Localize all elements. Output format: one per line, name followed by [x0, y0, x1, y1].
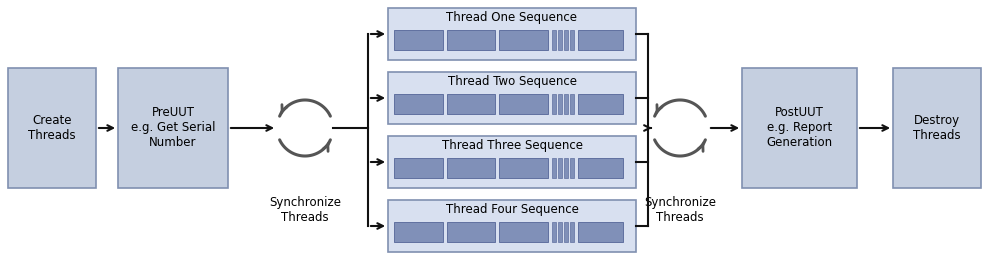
Text: Create
Threads: Create Threads — [28, 114, 76, 142]
Text: PreUUT
e.g. Get Serial
Number: PreUUT e.g. Get Serial Number — [131, 106, 215, 150]
Bar — [564, 30, 568, 50]
Text: Thread Three Sequence: Thread Three Sequence — [442, 140, 582, 153]
Text: Destroy
Threads: Destroy Threads — [913, 114, 961, 142]
Bar — [446, 158, 495, 178]
Bar — [569, 94, 574, 114]
Bar — [552, 158, 556, 178]
Bar — [388, 72, 636, 124]
Bar — [578, 30, 623, 50]
Bar — [578, 94, 623, 114]
Bar — [500, 158, 548, 178]
Text: PostUUT
e.g. Report
Generation: PostUUT e.g. Report Generation — [766, 106, 833, 150]
Bar — [394, 158, 443, 178]
Text: Synchronize
Threads: Synchronize Threads — [269, 196, 341, 224]
Text: Thread Four Sequence: Thread Four Sequence — [446, 204, 578, 217]
Bar — [552, 222, 556, 242]
Bar — [558, 94, 562, 114]
Bar — [564, 94, 568, 114]
Bar — [569, 222, 574, 242]
Text: Thread Two Sequence: Thread Two Sequence — [447, 76, 576, 89]
Bar — [558, 222, 562, 242]
Bar — [394, 222, 443, 242]
Text: Synchronize
Threads: Synchronize Threads — [644, 196, 716, 224]
Bar — [8, 68, 96, 188]
Bar — [388, 200, 636, 252]
Bar — [893, 68, 981, 188]
Bar — [446, 94, 495, 114]
Bar — [569, 30, 574, 50]
Text: Thread One Sequence: Thread One Sequence — [446, 12, 577, 25]
Bar — [446, 222, 495, 242]
Bar — [552, 30, 556, 50]
Bar — [446, 30, 495, 50]
Bar — [742, 68, 857, 188]
Bar — [500, 30, 548, 50]
Bar — [578, 222, 623, 242]
Bar — [388, 136, 636, 188]
Bar — [578, 158, 623, 178]
Bar — [500, 94, 548, 114]
Bar — [118, 68, 228, 188]
Bar — [558, 158, 562, 178]
Bar — [569, 158, 574, 178]
Bar — [500, 222, 548, 242]
Bar — [388, 8, 636, 60]
Bar — [552, 94, 556, 114]
Bar — [394, 94, 443, 114]
Bar — [558, 30, 562, 50]
Bar — [564, 158, 568, 178]
Bar — [564, 222, 568, 242]
Bar — [394, 30, 443, 50]
